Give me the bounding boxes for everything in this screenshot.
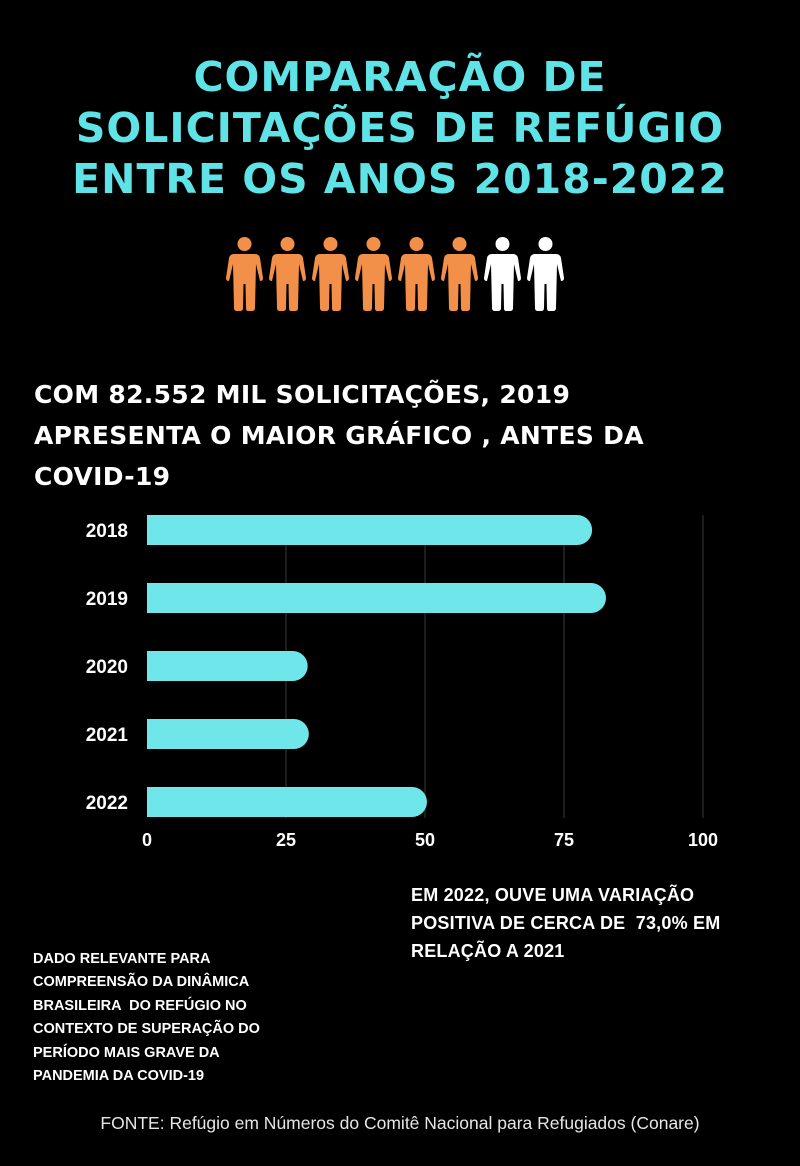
bar-2019 xyxy=(147,583,606,613)
y-category-label: 2021 xyxy=(86,725,129,746)
x-tick-label: 25 xyxy=(276,830,296,850)
x-tick-label: 0 xyxy=(142,830,152,850)
note-line: POSITIVA DE CERCA DE 73,0% EM xyxy=(411,913,721,933)
headline-line: APRESENTA O MAIOR GRÁFICO , ANTES DA xyxy=(34,421,644,450)
person-icon xyxy=(484,236,521,312)
y-category-label: 2019 xyxy=(86,589,128,610)
headline: COM 82.552 MIL SOLICITAÇÕES, 2019 APRESE… xyxy=(34,374,774,497)
headline-line: COVID-19 xyxy=(34,462,171,491)
x-tick-label: 100 xyxy=(688,830,718,850)
bar-base-2020 xyxy=(147,651,177,681)
title-line: ENTRE OS ANOS 2018-2022 xyxy=(72,155,728,203)
y-category-label: 2018 xyxy=(86,521,128,542)
note-line: EM 2022, OUVE UMA VARIAÇÃO xyxy=(411,885,695,905)
bar-base-2021 xyxy=(147,719,177,749)
person-icon xyxy=(355,236,392,312)
bar-2020 xyxy=(147,651,308,681)
note-line: PANDEMIA DA COVID-19 xyxy=(33,1068,205,1085)
note-line: PERÍODO MAIS GRAVE DA xyxy=(33,1044,220,1061)
bar-base-2022 xyxy=(147,787,177,817)
y-category-label: 2022 xyxy=(86,793,128,814)
people-pictogram xyxy=(226,236,576,312)
person-icon xyxy=(441,236,478,312)
bar-chart: 0 25 50 75 100 2018 2019 2020 2021 2022 xyxy=(86,515,718,850)
note-line: RELAÇÃO A 2021 xyxy=(411,941,565,961)
y-category-label: 2020 xyxy=(86,657,128,678)
bar-2018 xyxy=(147,515,593,545)
page-title: COMPARAÇÃO DE SOLICITAÇÕES DE REFÚGIO EN… xyxy=(0,52,800,205)
x-tick-label: 75 xyxy=(554,830,574,850)
person-icon xyxy=(226,236,263,312)
bar-base-2019 xyxy=(147,583,177,613)
note-line: CONTEXTO DE SUPERAÇÃO DO xyxy=(33,1021,260,1038)
x-tick-label: 50 xyxy=(415,830,435,850)
title-line: COMPARAÇÃO DE xyxy=(193,53,607,101)
headline-line: COM 82.552 MIL SOLICITAÇÕES, 2019 xyxy=(34,380,571,409)
person-icon xyxy=(312,236,349,312)
title-line: SOLICITAÇÕES DE REFÚGIO xyxy=(75,104,725,152)
source-citation: FONTE: Refúgio em Números do Comitê Naci… xyxy=(100,1113,700,1133)
person-icon xyxy=(269,236,306,312)
person-icon xyxy=(527,236,564,312)
bar-base-2018 xyxy=(147,515,177,545)
person-icon xyxy=(398,236,435,312)
variation-note: EM 2022, OUVE UMA VARIAÇÃO POSITIVA DE C… xyxy=(411,881,800,965)
note-line: DADO RELEVANTE PARA xyxy=(33,951,211,967)
bar-2022 xyxy=(147,787,427,817)
relevance-note: DADO RELEVANTE PARA COMPREENSÃO DA DINÂM… xyxy=(33,948,333,1088)
note-line: BRASILEIRA DO REFÚGIO NO xyxy=(33,997,247,1014)
bar-2021 xyxy=(147,719,309,749)
note-line: COMPREENSÃO DA DINÂMICA xyxy=(33,974,250,991)
